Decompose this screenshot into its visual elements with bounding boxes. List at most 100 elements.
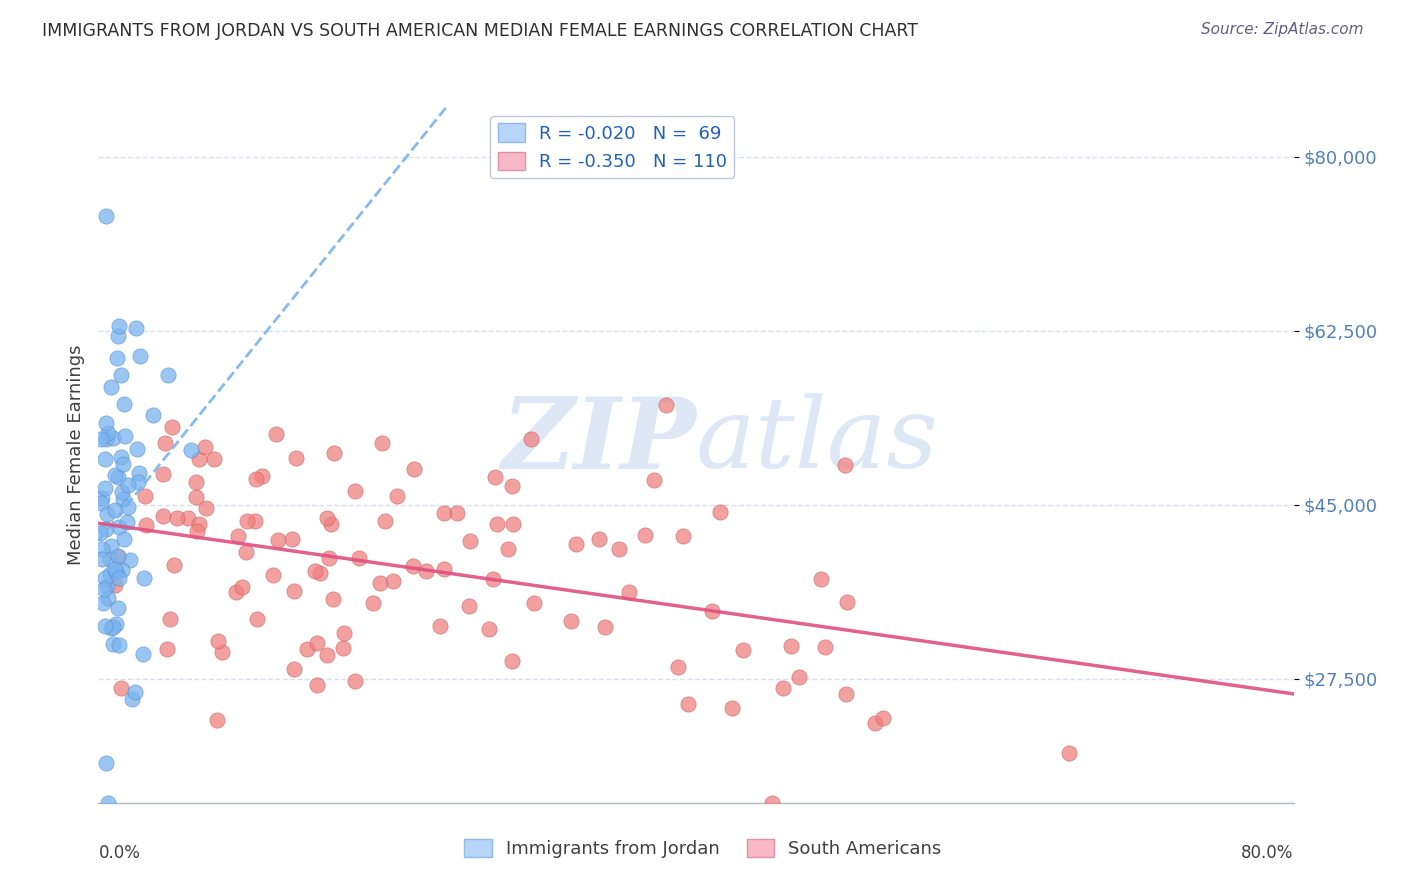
Point: [166, 510, 188, 524]
Point: [186, 524, 208, 539]
Point: [156, 642, 179, 657]
Point: [129, 349, 152, 363]
Point: [565, 537, 588, 551]
Point: [94, 571, 117, 585]
Point: [865, 716, 887, 731]
Point: [446, 506, 468, 520]
Legend: R = -0.020   N =  69, R = -0.350   N = 110: R = -0.020 N = 69, R = -0.350 N = 110: [491, 116, 734, 178]
Point: [243, 514, 266, 528]
Point: [319, 517, 342, 532]
Point: [104, 562, 127, 576]
Point: [655, 398, 678, 412]
Point: [101, 431, 124, 445]
Point: [262, 567, 284, 582]
Point: [634, 528, 657, 542]
Point: [188, 452, 211, 467]
Point: [709, 505, 731, 519]
Point: [305, 678, 328, 692]
Point: [617, 585, 640, 599]
Point: [94, 756, 117, 770]
Point: [772, 681, 794, 696]
Point: [195, 501, 218, 516]
Point: [810, 572, 832, 586]
Point: [368, 576, 391, 591]
Point: [101, 637, 124, 651]
Point: [111, 484, 134, 499]
Point: [111, 457, 134, 471]
Point: [814, 640, 837, 655]
Point: [111, 563, 134, 577]
Point: [91, 491, 114, 506]
Point: [104, 577, 127, 591]
Point: [323, 446, 346, 460]
Point: [343, 674, 366, 689]
Point: [117, 516, 139, 530]
Point: [672, 529, 695, 543]
Text: ZIP: ZIP: [501, 392, 696, 489]
Point: [761, 796, 783, 810]
Point: [363, 596, 385, 610]
Point: [720, 701, 742, 715]
Point: [295, 642, 318, 657]
Point: [104, 467, 127, 482]
Point: [180, 443, 202, 458]
Point: [485, 516, 508, 531]
Text: Source: ZipAtlas.com: Source: ZipAtlas.com: [1201, 22, 1364, 37]
Point: [93, 619, 115, 633]
Text: atlas: atlas: [696, 393, 939, 489]
Point: [127, 442, 149, 456]
Point: [101, 620, 124, 634]
Point: [676, 697, 699, 711]
Point: [98, 552, 121, 566]
Point: [318, 551, 340, 566]
Point: [478, 622, 501, 636]
Point: [666, 660, 689, 674]
Point: [520, 432, 543, 446]
Point: [501, 479, 523, 493]
Point: [90, 496, 112, 510]
Point: [105, 616, 128, 631]
Point: [107, 549, 129, 563]
Point: [235, 545, 257, 559]
Point: [132, 571, 155, 585]
Point: [316, 510, 339, 524]
Point: [152, 508, 174, 523]
Point: [236, 514, 259, 528]
Point: [780, 640, 803, 654]
Point: [231, 580, 253, 594]
Point: [96, 579, 118, 593]
Point: [153, 436, 176, 450]
Point: [382, 574, 405, 589]
Point: [1059, 746, 1081, 760]
Point: [415, 564, 437, 578]
Point: [110, 368, 132, 382]
Point: [283, 662, 305, 676]
Point: [789, 670, 811, 684]
Point: [496, 542, 519, 557]
Point: [246, 612, 269, 626]
Point: [94, 210, 117, 224]
Point: [135, 518, 157, 533]
Point: [105, 565, 128, 579]
Point: [305, 635, 328, 649]
Point: [114, 429, 136, 443]
Point: [250, 469, 273, 483]
Point: [107, 601, 129, 615]
Point: [112, 533, 135, 547]
Point: [433, 506, 456, 520]
Point: [835, 687, 858, 701]
Point: [107, 328, 129, 343]
Point: [433, 562, 456, 576]
Point: [304, 565, 326, 579]
Point: [97, 591, 120, 606]
Point: [332, 640, 354, 655]
Point: [142, 409, 165, 423]
Point: [110, 681, 132, 696]
Point: [160, 420, 183, 434]
Point: [211, 644, 233, 658]
Point: [588, 533, 610, 547]
Point: [347, 551, 370, 566]
Point: [94, 522, 117, 536]
Point: [560, 614, 582, 628]
Point: [333, 626, 356, 640]
